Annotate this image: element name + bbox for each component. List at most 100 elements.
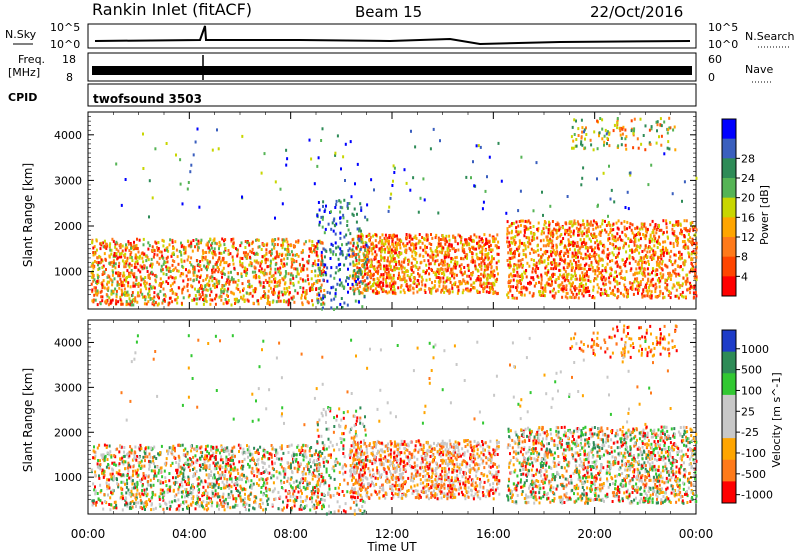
heatmap-cell xyxy=(277,280,280,284)
heatmap-cell xyxy=(401,265,404,269)
heatmap-cell xyxy=(140,278,143,282)
heatmap-cell xyxy=(133,244,136,248)
heatmap-cell xyxy=(408,240,411,244)
heatmap-cell xyxy=(115,302,118,306)
heatmap-cell xyxy=(269,264,272,268)
heatmap-cell xyxy=(523,234,526,238)
heatmap-cell xyxy=(646,281,649,285)
heatmap-cell xyxy=(666,131,669,135)
heatmap-cell xyxy=(650,254,653,258)
heatmap-cell xyxy=(490,266,493,270)
heatmap-cell xyxy=(98,474,100,478)
heatmap-cell xyxy=(222,289,225,293)
heatmap-cell xyxy=(429,262,432,266)
y-tick-label: 2000 xyxy=(54,220,82,233)
heatmap-cell xyxy=(197,288,200,292)
heatmap-cell xyxy=(669,221,672,225)
heatmap-cell xyxy=(214,297,216,301)
freq-label: Freq. xyxy=(18,53,45,66)
heatmap-cell xyxy=(542,238,545,242)
heatmap-cell xyxy=(339,262,342,266)
heatmap-cell xyxy=(245,251,247,255)
heatmap-cell xyxy=(191,285,194,289)
heatmap-cell xyxy=(409,234,412,238)
heatmap-cell xyxy=(674,294,677,298)
heatmap-cell xyxy=(430,243,433,246)
heatmap-cell xyxy=(426,238,429,242)
heatmap-cell xyxy=(626,190,629,194)
heatmap-cell xyxy=(505,211,508,215)
heatmap-cell xyxy=(576,220,579,224)
heatmap-cell xyxy=(93,278,96,282)
heatmap-cell xyxy=(637,231,640,235)
heatmap-cell xyxy=(551,289,554,293)
heatmap-cell xyxy=(451,274,453,278)
heatmap-cell xyxy=(651,271,653,275)
heatmap-cell xyxy=(179,158,182,162)
heatmap-cell xyxy=(660,228,663,232)
heatmap-cell xyxy=(541,190,543,194)
heatmap-cell xyxy=(330,242,333,246)
heatmap-cell xyxy=(539,290,542,293)
heatmap-cell xyxy=(620,238,623,242)
heatmap-cell xyxy=(91,240,94,244)
heatmap-cell xyxy=(244,488,247,492)
heatmap-cell xyxy=(303,242,306,246)
heatmap-cell xyxy=(240,295,243,299)
heatmap-cell xyxy=(588,237,591,241)
heatmap-cell xyxy=(658,260,661,264)
heatmap-cell xyxy=(128,272,131,276)
heatmap-cell xyxy=(621,132,624,136)
heatmap-cell xyxy=(441,234,444,238)
heatmap-cell xyxy=(509,272,512,276)
heatmap-cell xyxy=(559,258,562,261)
heatmap-cell xyxy=(546,235,549,239)
heatmap-cell xyxy=(95,292,98,296)
heatmap-cell xyxy=(551,239,554,243)
heatmap-cell xyxy=(451,247,454,251)
heatmap-cell xyxy=(181,202,184,206)
heatmap-cell xyxy=(380,240,383,244)
heatmap-cell xyxy=(639,232,641,236)
heatmap-cell xyxy=(575,226,578,230)
heatmap-cell xyxy=(120,288,123,292)
heatmap-cell xyxy=(579,223,582,227)
heatmap-cell xyxy=(91,238,94,242)
heatmap-cell xyxy=(151,272,154,276)
heatmap-cell xyxy=(531,294,534,298)
heatmap-cell xyxy=(599,258,602,262)
heatmap-cell xyxy=(676,281,678,285)
heatmap-cell xyxy=(531,238,534,242)
heatmap-cell xyxy=(390,284,393,288)
heatmap-cell xyxy=(544,284,547,288)
heatmap-cell xyxy=(551,229,554,233)
heatmap-cell xyxy=(684,246,687,250)
heatmap-cell xyxy=(577,296,580,300)
heatmap-cell xyxy=(360,206,363,210)
heatmap-cell xyxy=(600,257,603,261)
heatmap-cell xyxy=(644,226,647,230)
heatmap-cell xyxy=(566,195,569,198)
heatmap-cell xyxy=(597,267,600,271)
heatmap-cell xyxy=(322,247,325,251)
heatmap-cell xyxy=(382,281,385,285)
heatmap-cell xyxy=(177,462,180,466)
heatmap-cell xyxy=(583,232,586,236)
heatmap-cell xyxy=(222,461,225,465)
heatmap-cell xyxy=(641,272,644,276)
heatmap-cell xyxy=(673,224,676,228)
heatmap-cell xyxy=(580,140,583,144)
heatmap-cell xyxy=(683,227,686,230)
heatmap-cell xyxy=(624,128,627,132)
heatmap-cell xyxy=(294,289,297,293)
heatmap-cell xyxy=(277,255,280,259)
heatmap-cell xyxy=(374,239,377,243)
heatmap-cell xyxy=(564,278,567,282)
heatmap-cell xyxy=(258,269,261,273)
heatmap-cell xyxy=(456,242,459,246)
heatmap-cell xyxy=(101,283,104,287)
heatmap-cell xyxy=(307,259,310,263)
heatmap-cell xyxy=(119,298,122,302)
heatmap-cell xyxy=(654,237,657,240)
heatmap-cell xyxy=(275,451,278,455)
